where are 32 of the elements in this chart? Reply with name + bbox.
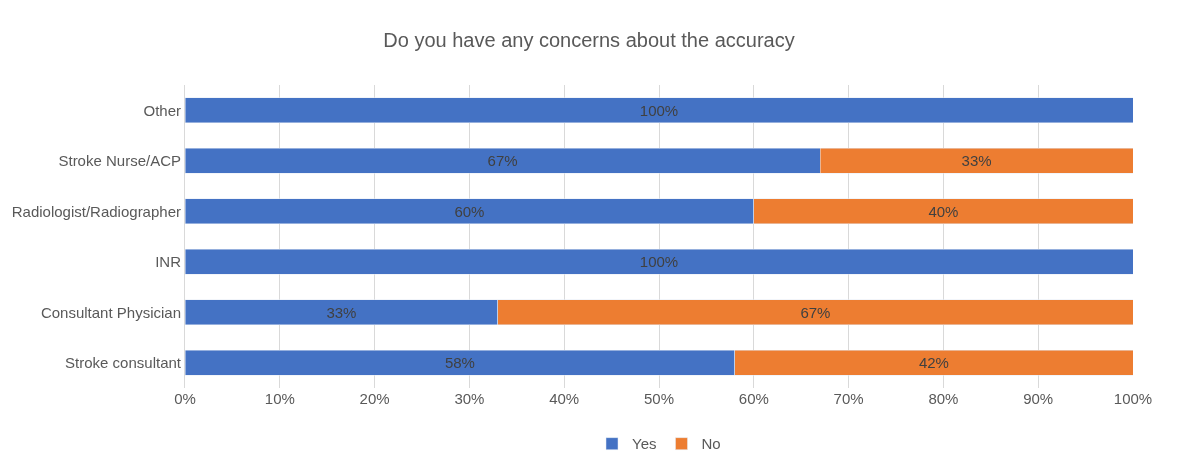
data-label: 67% bbox=[800, 303, 831, 321]
legend-label: No bbox=[701, 435, 721, 453]
data-label: 40% bbox=[928, 202, 959, 220]
bar bbox=[185, 248, 1133, 275]
data-label: 58% bbox=[444, 354, 475, 372]
x-tick-label: 20% bbox=[359, 390, 390, 407]
data-label: 33% bbox=[326, 303, 357, 321]
chart-title: Do you have any concerns about the accuracy bbox=[383, 29, 795, 52]
data-label: 100% bbox=[639, 101, 679, 119]
data-label: 100% bbox=[639, 253, 679, 271]
x-tick-label: 70% bbox=[833, 390, 864, 407]
y-tick-label: INR bbox=[155, 253, 182, 270]
bar bbox=[185, 97, 1133, 124]
x-tick-label: 40% bbox=[549, 390, 580, 407]
x-tick-label: 30% bbox=[454, 390, 485, 407]
data-label: 67% bbox=[487, 152, 518, 170]
y-tick-label: Other bbox=[143, 101, 181, 119]
y-tick-label: Consultant Physician bbox=[40, 303, 181, 321]
y-tick-label: Radiologist/Radiographer bbox=[11, 202, 181, 220]
data-label: 42% bbox=[918, 354, 949, 372]
data-label: 60% bbox=[454, 202, 485, 220]
y-tick-label: Stroke Nurse/ACP bbox=[58, 152, 181, 169]
legend-label: Yes bbox=[632, 435, 657, 453]
x-tick-label: 0% bbox=[174, 390, 196, 407]
y-tick-label: Stroke consultant bbox=[65, 354, 182, 371]
x-tick-label: 80% bbox=[928, 390, 959, 407]
x-tick-label: 100% bbox=[1113, 390, 1153, 407]
x-tick-label: 90% bbox=[1023, 390, 1054, 407]
data-label: 33% bbox=[961, 152, 992, 170]
x-tick-label: 50% bbox=[643, 390, 675, 407]
x-tick-label: 60% bbox=[738, 390, 769, 407]
x-tick-label: 10% bbox=[264, 390, 295, 407]
